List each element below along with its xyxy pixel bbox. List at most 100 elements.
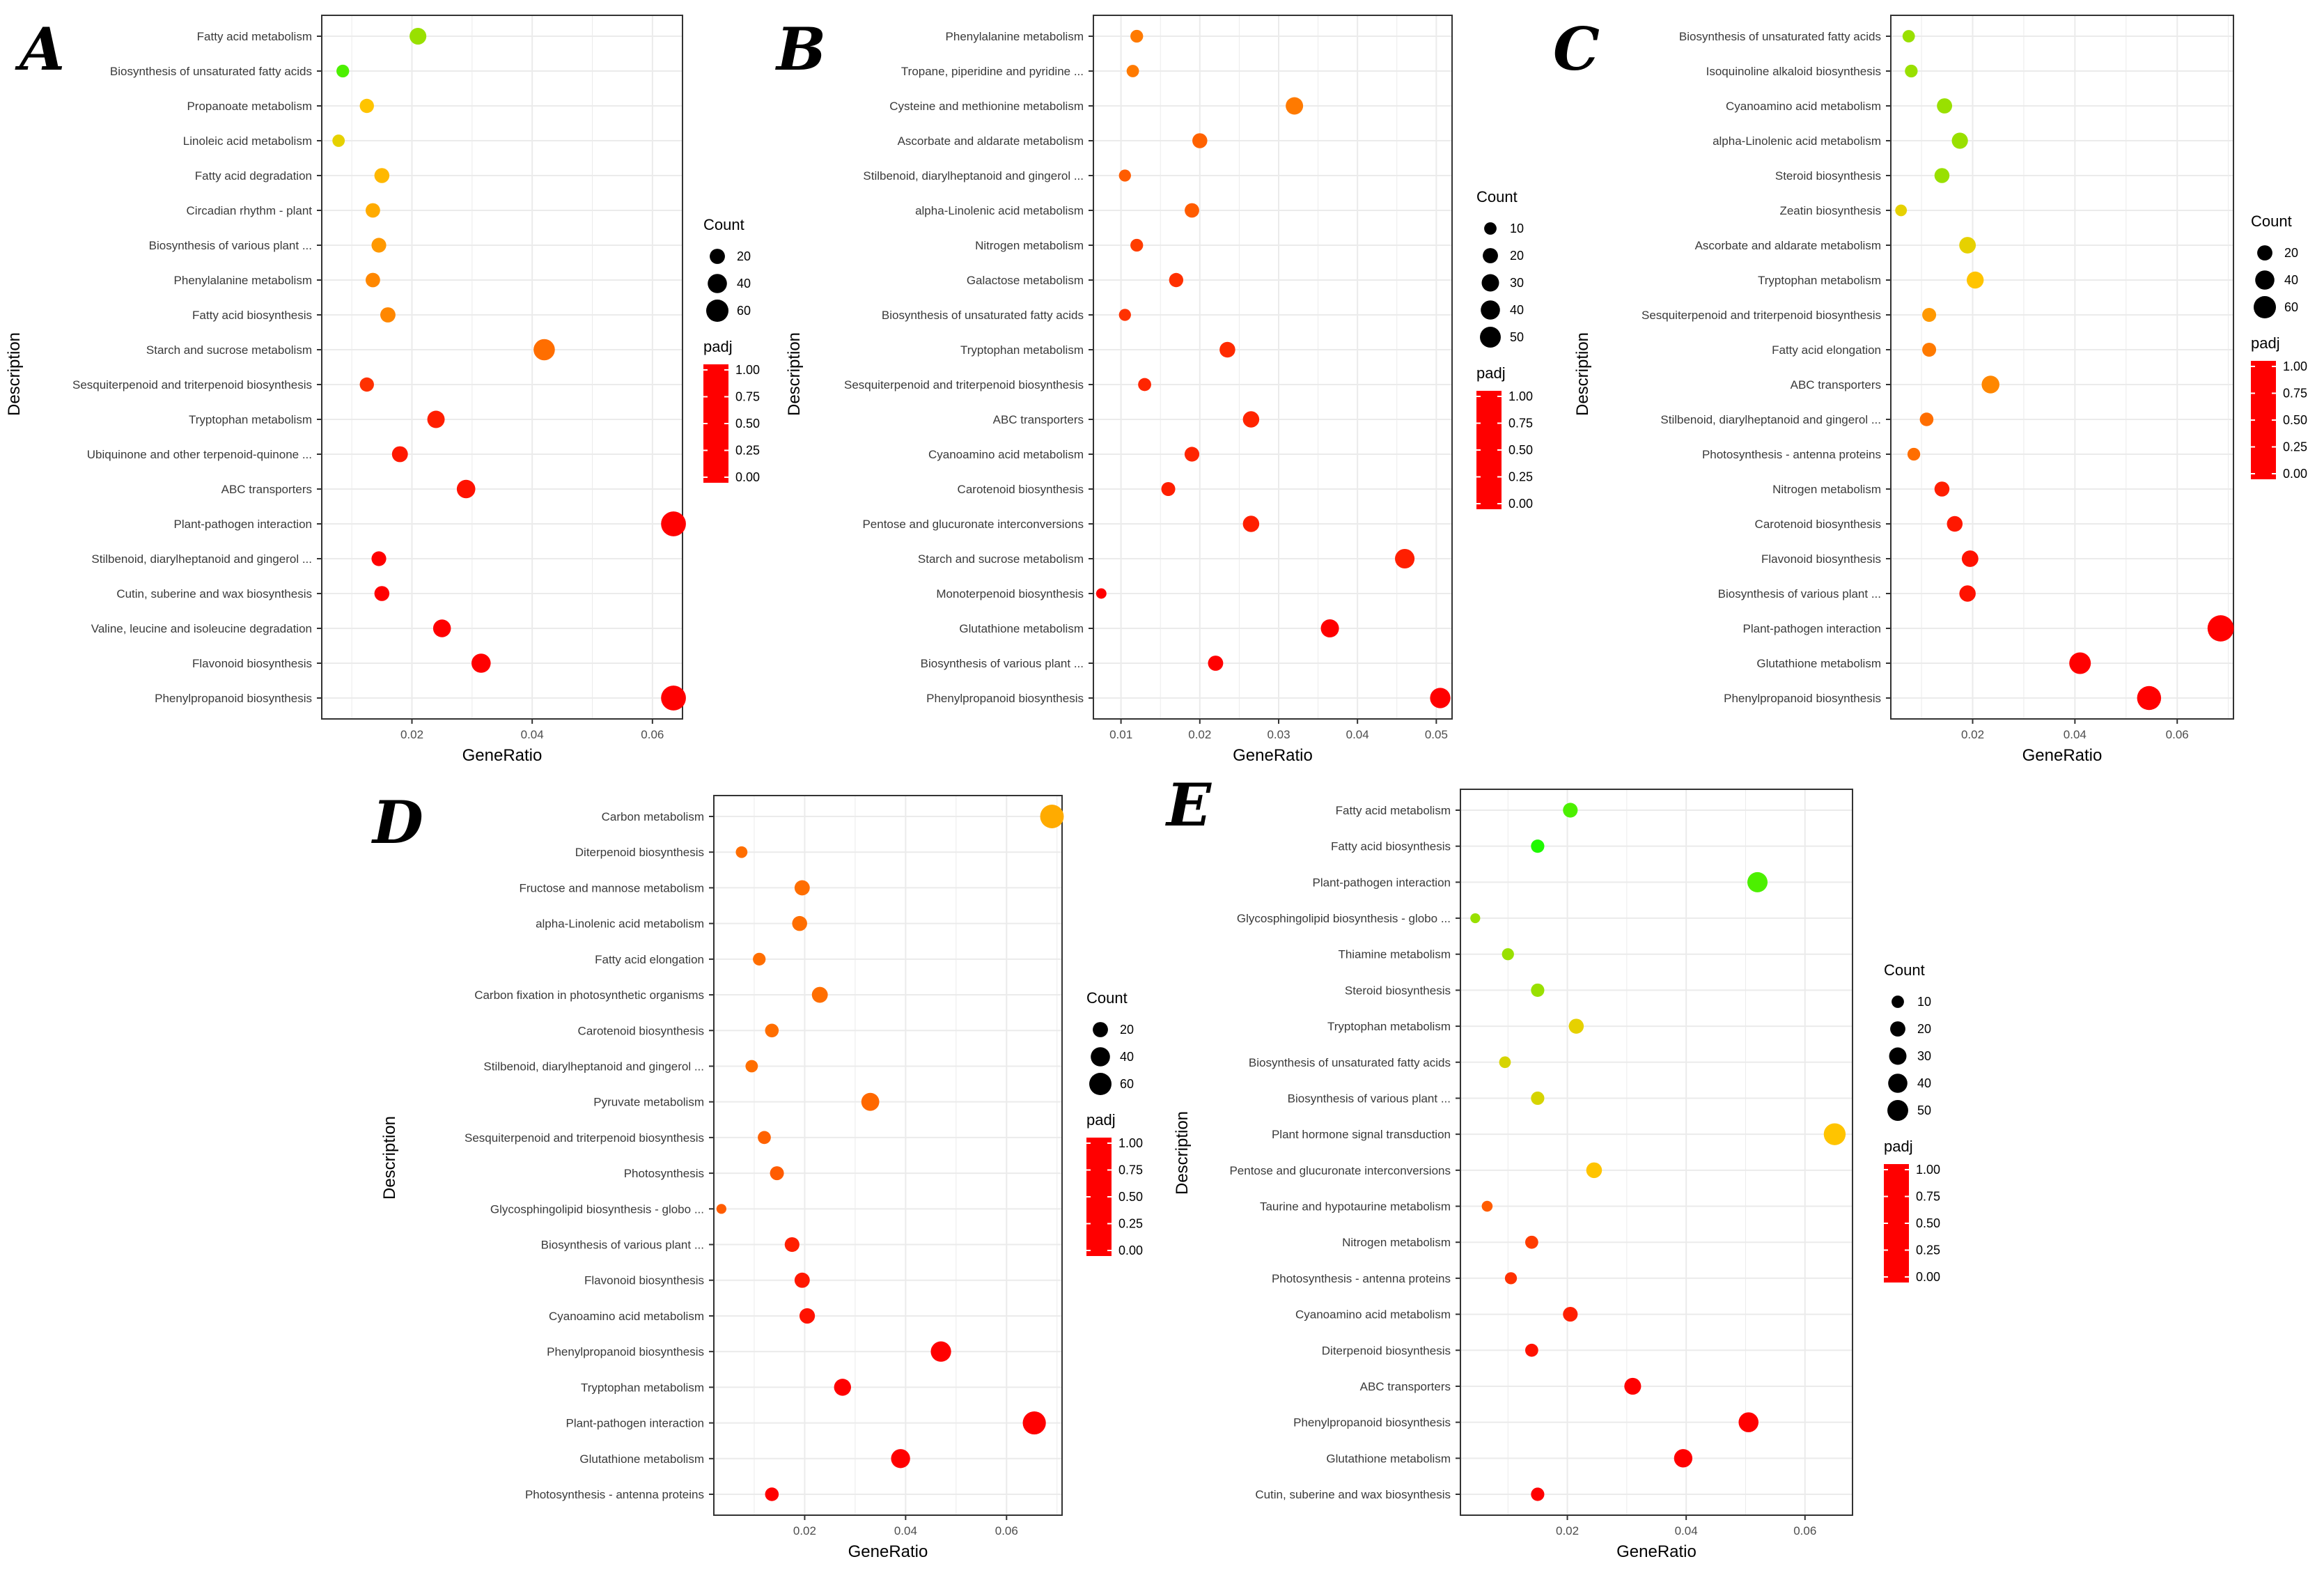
data-point	[1470, 913, 1481, 924]
y-axis-title: Description	[380, 1116, 399, 1200]
category-label: Fatty acid biosynthesis	[192, 309, 312, 322]
panel-c: C Biosynthesis of unsaturated fatty acids…	[1553, 15, 2307, 765]
size-legend-key	[2255, 270, 2275, 290]
size-legend: Count 20 40 60	[1086, 989, 1134, 1096]
category-label: Plant hormone signal transduction	[1272, 1128, 1451, 1141]
size-legend-label: 10	[1510, 222, 1524, 235]
x-tick-label: 0.02	[1961, 728, 1984, 741]
data-point	[1524, 1343, 1538, 1357]
colorbar-label: 1.00	[1916, 1163, 1940, 1177]
data-point	[1563, 803, 1578, 818]
colorbar-label: 0.50	[1916, 1216, 1940, 1230]
size-legend-title: Count	[1086, 989, 1128, 1007]
data-point	[1040, 805, 1064, 828]
size-legend-key	[708, 274, 727, 293]
data-point	[391, 446, 408, 463]
data-point	[374, 168, 390, 183]
category-label: Carotenoid biosynthesis	[958, 483, 1084, 496]
data-point	[380, 307, 396, 323]
size-legend-key	[2253, 295, 2277, 319]
x-tick-label: 0.04	[2064, 728, 2087, 741]
category-label: Biosynthesis of various plant ...	[541, 1239, 704, 1252]
y-axis-title: Description	[1573, 332, 1592, 416]
category-label: Monoterpenoid biosynthesis	[936, 587, 1084, 600]
category-label: alpha-Linolenic acid metabolism	[536, 917, 704, 931]
size-legend-key	[1889, 1047, 1907, 1065]
data-point	[365, 272, 380, 288]
plot-frame	[1093, 15, 1453, 720]
colorbar-label: 0.00	[1118, 1243, 1143, 1257]
size-legend-label: 30	[1510, 276, 1524, 290]
data-point	[794, 1272, 810, 1288]
size-legend-label: 30	[1917, 1049, 1931, 1063]
plot-frame	[1460, 789, 1853, 1516]
data-point	[471, 653, 491, 673]
plot-area	[714, 796, 1062, 1515]
data-point	[1531, 1487, 1545, 1501]
x-tick-label: 0.04	[1675, 1524, 1698, 1537]
colorbar-label: 0.25	[1916, 1243, 1940, 1257]
data-point	[1502, 948, 1514, 961]
category-label: Sesquiterpenoid and triterpenoid biosynt…	[844, 378, 1084, 392]
data-point	[1937, 98, 1953, 114]
category-label: Pentose and glucuronate interconversions	[1229, 1164, 1451, 1177]
category-label: Diterpenoid biosynthesis	[575, 846, 704, 859]
x-tick-label: 0.06	[1793, 1524, 1816, 1537]
colorbar-label: 0.00	[2283, 467, 2307, 481]
panel-e: E Fatty acid metabolism Fatty acid biosynt…	[1165, 770, 1940, 1561]
category-label: Phenylpropanoid biosynthesis	[155, 692, 312, 705]
data-point	[456, 479, 476, 499]
x-tick-label: 0.06	[641, 728, 664, 741]
data-point	[1208, 656, 1224, 671]
data-point	[661, 685, 686, 711]
category-label: Ascorbate and aldarate metabolism	[1695, 239, 1881, 252]
data-point	[365, 203, 380, 218]
category-label: Fructose and mannose metabolism	[519, 881, 704, 894]
plot-area	[1460, 789, 1853, 1515]
colorbar-label: 1.00	[1508, 389, 1533, 403]
category-label: Phenylalanine metabolism	[174, 274, 312, 287]
size-legend-label: 40	[1120, 1050, 1134, 1064]
size-legend: Count 10 20 30 40 50	[1476, 188, 1524, 348]
size-legend-key	[1089, 1072, 1112, 1096]
size-legend-label: 40	[737, 277, 751, 290]
category-label: Glutathione metabolism	[1756, 657, 1881, 670]
size-legend-key	[1892, 995, 1904, 1008]
panel-letter: C	[1553, 15, 1600, 84]
category-label: Plant-pathogen interaction	[174, 518, 312, 531]
category-label: ABC transporters	[1791, 378, 1881, 392]
colorbar-label: 0.25	[1508, 470, 1533, 484]
category-label: alpha-Linolenic acid metabolism	[915, 204, 1084, 217]
category-label: Fatty acid biosynthesis	[1331, 840, 1451, 853]
data-point	[1138, 378, 1151, 392]
category-label: Sesquiterpenoid and triterpenoid biosynt…	[72, 378, 312, 392]
x-tick-label: 0.01	[1109, 728, 1132, 741]
category-label: Nitrogen metabolism	[975, 239, 1084, 252]
category-label: Biosynthesis of various plant ...	[1718, 587, 1881, 600]
x-axis-title: GeneRatio	[1233, 746, 1313, 765]
data-point	[1022, 1411, 1046, 1435]
size-legend-label: 20	[737, 249, 751, 263]
colorbar-label: 1.00	[1118, 1136, 1143, 1150]
size-legend-key	[1484, 222, 1497, 235]
x-tick-label: 0.02	[1188, 728, 1211, 741]
category-label: Valine, leucine and isoleucine degradati…	[91, 622, 312, 635]
x-tick-label: 0.04	[894, 1524, 917, 1537]
category-label: Steroid biosynthesis	[1345, 984, 1451, 997]
category-label: Plant-pathogen interaction	[1743, 622, 1881, 635]
category-label: Tryptophan metabolism	[960, 343, 1084, 357]
category-label: Cyanoamino acid metabolism	[928, 448, 1084, 461]
colorbar-label: 0.00	[1916, 1270, 1940, 1284]
category-label: Tryptophan metabolism	[1327, 1020, 1451, 1033]
data-point	[1481, 1200, 1493, 1212]
data-point	[2207, 615, 2234, 642]
colorbar-label: 0.50	[1118, 1190, 1143, 1204]
data-point	[2069, 652, 2091, 674]
size-legend-label: 40	[2284, 273, 2298, 287]
data-point	[1951, 132, 1968, 149]
x-tick-label: 0.03	[1267, 728, 1290, 741]
category-label: Glycosphingolipid biosynthesis - globo .…	[490, 1202, 704, 1216]
